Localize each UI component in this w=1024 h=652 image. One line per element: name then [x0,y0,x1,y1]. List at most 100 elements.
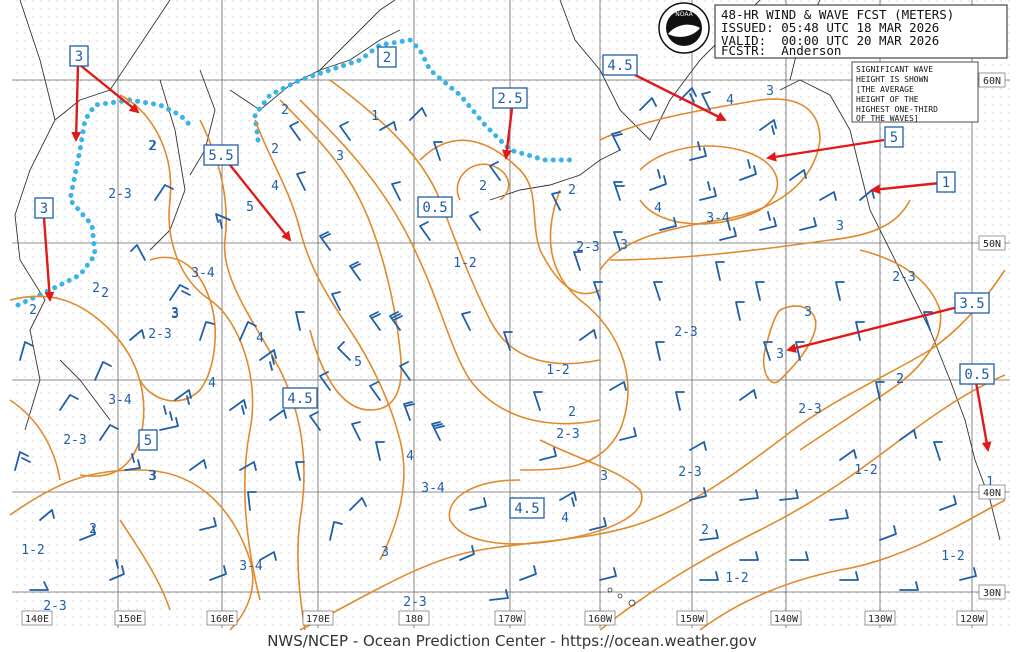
wave-label: 4 [726,93,734,108]
lon-label: 170W [498,614,523,625]
note-line: OF THE WAVES] [856,114,919,123]
wave-label: 3-4 [239,559,263,574]
box-label: 5.5 [203,144,239,166]
wave-label: 3 [836,219,844,234]
wave-label: 2-3 [798,402,821,417]
wave-label: 4 [561,511,569,526]
wave-label: 2 [896,372,904,387]
wave-label: 2-3 [678,465,701,480]
lon-label: 180 [405,614,423,625]
wave-label: 3 [171,306,179,321]
lat-label: 60N [983,76,1001,87]
wave-label: 4 [256,331,264,346]
wave-contours [9,79,1006,631]
box-text: 3 [75,49,83,65]
wave-label: 3-4 [706,211,730,226]
wave-label: 2-3 [108,187,131,202]
wave-label: 3 [766,84,774,99]
wave-label: 1-2 [725,571,748,586]
box-label: 3.5 [954,292,990,314]
lat-label: 40N [983,488,1001,499]
note-line: HEIGHT OF THE [856,95,919,104]
wave-label: 1-2 [854,463,877,478]
wave-label: 2 [101,286,109,301]
wave-label: 5 [354,355,362,370]
box-label: 1 [936,171,956,193]
lon-label: 140W [774,614,799,625]
box-text: 1 [942,175,950,191]
wave-label: 2 [568,405,576,420]
header-box: 48-HR WIND & WAVE FCST (METERS) ISSUED: … [714,4,1008,59]
latitude-labels: 60N 50N 40N 30N [978,72,1006,600]
valid-time: VALID: 00:00 UTC 20 MAR 2026 [721,33,939,48]
wave-label: 2-3 [403,595,426,610]
wave-label: 2 [149,139,157,154]
wave-label: 3 [804,305,812,320]
wave-label: 2 [479,179,487,194]
wave-label: 2 [281,103,289,118]
box-text: 5 [890,130,898,146]
note-line: HEIGHT IS SHOWN [856,75,928,84]
wave-label: 2 [92,281,100,296]
box-label: 2.5 [492,87,528,109]
wave-label: 2 [89,522,97,537]
note-line: [THE AVERAGE [856,85,914,94]
wave-label: 2-3 [674,325,697,340]
boxed-labels: 3 3 5.5 2 2.5 4.5 0.5 4.5 5 4.5 5 1 3.5 … [34,45,995,519]
lon-label: 170E [306,614,330,625]
ice-edge [15,97,193,308]
lon-label: 150E [118,614,142,625]
box-label: 3 [34,197,54,219]
wave-label: 1 [371,109,379,124]
noaa-logo: NOAA [658,2,710,54]
lon-label: 160W [588,614,613,625]
box-label: 0.5 [417,196,453,218]
red-arrows [42,64,992,452]
wave-height-labels: 2 2-3 2 2 2-3 3 3-4 2-3 4 2 2 1 3 4 5 4 … [21,84,994,614]
box-text: 0.5 [422,200,447,216]
wave-label: 2-3 [556,427,579,442]
wave-label: 2 [568,183,576,198]
wave-label: 3 [149,469,157,484]
wave-label: 4 [654,201,662,216]
wave-label: 3 [600,469,608,484]
box-text: 3 [40,201,48,217]
box-label: 4.5 [509,497,545,519]
wave-label: 3-4 [191,266,215,281]
wave-label: 2-3 [892,270,915,285]
forecaster: FCSTR: Anderson [721,43,841,58]
wave-label: 3 [336,149,344,164]
box-label: 5 [884,126,904,148]
wind-barbs [14,87,977,601]
wave-label: 1 [986,475,994,490]
wave-label: 2-3 [63,433,86,448]
wave-label: 3 [381,545,389,560]
box-text: 4.5 [607,58,632,74]
footer-credit: NWS/NCEP - Ocean Prediction Center - htt… [267,632,757,650]
wave-label: 1-2 [21,543,44,558]
lon-label: 120W [960,614,985,625]
wave-label: 2 [148,139,156,154]
box-label: 2 [377,46,397,68]
wave-label: 2-3 [148,327,171,342]
note-line: SIGNIFICANT WAVE [856,65,933,74]
wave-label: 4 [271,179,279,194]
wave-label: 4 [406,449,414,464]
lon-label: 150W [680,614,705,625]
wave-label: 2 [29,303,37,318]
longitude-labels: 140E 150E 160E 170E 180 170W 160W 150W 1… [21,610,988,626]
box-text: 0.5 [964,367,989,383]
wave-label: 3 [171,307,179,322]
box-label: 4.5 [282,387,318,409]
lon-label: 130W [868,614,893,625]
wave-label: 3-4 [108,393,132,408]
hawaii-islands [607,587,636,607]
lat-label: 30N [983,588,1001,599]
box-text: 4.5 [287,391,312,407]
box-text: 2.5 [497,91,522,107]
box-text: 4.5 [514,501,539,517]
wave-label: 2-3 [43,599,66,614]
box-text: 2 [383,50,391,66]
wave-label: 3 [776,347,784,362]
